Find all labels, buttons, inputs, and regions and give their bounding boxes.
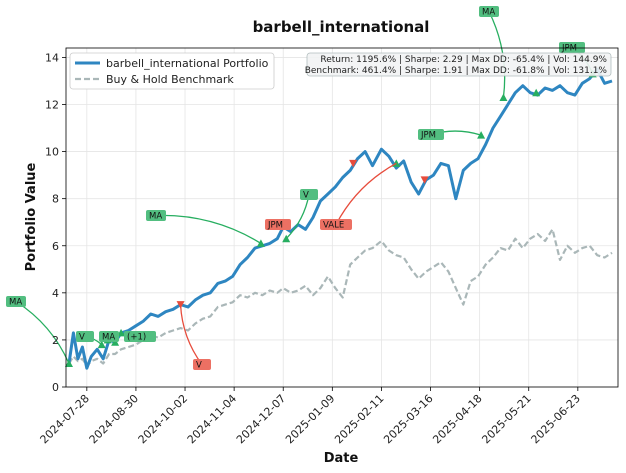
plot-frame <box>65 47 619 388</box>
y-tick-label: 2 <box>52 334 59 347</box>
x-tick-label: 2024-11-04 <box>185 392 239 446</box>
x-tick-label: 2024-12-07 <box>234 392 288 446</box>
x-tick-label: 2025-03-16 <box>381 392 435 446</box>
x-tick-label: 2025-02-11 <box>332 392 386 446</box>
legend-benchmark-label: Buy & Hold Benchmark <box>106 73 234 86</box>
annotation-label: V <box>79 333 85 343</box>
annotation-connector <box>335 162 397 225</box>
annotation-label: MA <box>482 8 495 18</box>
y-tick-label: 4 <box>52 287 59 300</box>
annotation-label-bg <box>265 219 291 230</box>
portfolio-layer <box>67 67 613 370</box>
annotation-label: MA <box>9 298 22 308</box>
annotation-label-bg <box>320 219 352 230</box>
annotation-label: V <box>303 191 309 201</box>
annotation-layer: MA V MA (+1) V MA JPM V VALE JPM MA JPM <box>6 6 594 371</box>
x-tick-label: 2025-06-23 <box>529 392 583 446</box>
annotation-label-bg <box>193 359 211 370</box>
annotation-label-bg <box>99 331 119 342</box>
annotation-label-bg <box>6 296 26 307</box>
chart-title: barbell_international <box>253 18 430 36</box>
stats-benchmark-line: Benchmark: 461.4% | Sharpe: 1.91 | Max D… <box>305 66 608 76</box>
annotation-label-bg <box>300 189 318 200</box>
y-tick-label: 12 <box>45 99 59 112</box>
x-tick-label: 2024-08-30 <box>87 392 141 446</box>
y-axis-label: Portfolio Value <box>24 162 39 271</box>
y-tick-label: 6 <box>52 240 59 253</box>
sell-marker <box>420 176 429 184</box>
x-axis: 2024-07-282024-08-302024-10-022024-11-04… <box>38 387 583 446</box>
annotation-label: JPM <box>561 44 577 54</box>
annotation-label-bg <box>124 331 156 342</box>
x-tick-label: 2025-01-09 <box>283 392 337 446</box>
x-tick-label: 2025-04-18 <box>430 392 484 446</box>
annotation-label-bg <box>559 42 585 53</box>
annotation-label-bg <box>418 129 444 140</box>
x-tick-label: 2024-07-28 <box>38 392 92 446</box>
annotation-label: (+1) <box>127 333 146 343</box>
stats-return-line: Return: 1195.6% | Sharpe: 2.29 | Max DD:… <box>320 55 607 65</box>
x-tick-label: 2025-05-21 <box>479 392 533 446</box>
annotation-connector <box>15 300 70 364</box>
annotation-connector <box>155 214 262 244</box>
stats-box: Return: 1195.6% | Sharpe: 2.29 | Max DD:… <box>305 52 612 77</box>
x-tick-label: 2024-10-02 <box>136 392 190 446</box>
annotation-label: MA <box>102 333 115 343</box>
sell-marker <box>349 159 358 168</box>
annotation-label: MA <box>149 212 162 222</box>
benchmark-layer <box>68 228 613 367</box>
annotation-label: JPM <box>267 221 283 231</box>
y-tick-label: 8 <box>52 193 59 206</box>
benchmark-line <box>68 228 613 367</box>
annotation-connector <box>179 304 203 365</box>
stats-box-bg <box>306 52 612 77</box>
marker-layer <box>64 69 597 367</box>
portfolio-line <box>67 67 613 370</box>
x-axis-label: Date <box>324 451 359 466</box>
annotation-label: JPM <box>420 131 436 141</box>
legend: barbell_international Portfolio Buy & Ho… <box>69 52 275 90</box>
grid <box>66 48 618 388</box>
y-axis: 0 2 4 6 8 10 12 14 <box>45 51 66 394</box>
y-tick-label: 14 <box>45 51 59 64</box>
annotation-label: VALE <box>323 221 344 231</box>
annotation-label-bg <box>146 210 166 221</box>
annotation-label: V <box>196 361 202 371</box>
annotation-label-bg <box>76 331 94 342</box>
y-tick-label: 10 <box>45 146 59 159</box>
y-tick-label: 0 <box>52 381 59 394</box>
buy-marker <box>111 338 120 346</box>
annotation-label-bg <box>479 6 499 17</box>
legend-box <box>69 52 275 90</box>
legend-portfolio-label: barbell_international Portfolio <box>106 57 269 70</box>
buy-marker <box>532 88 541 97</box>
